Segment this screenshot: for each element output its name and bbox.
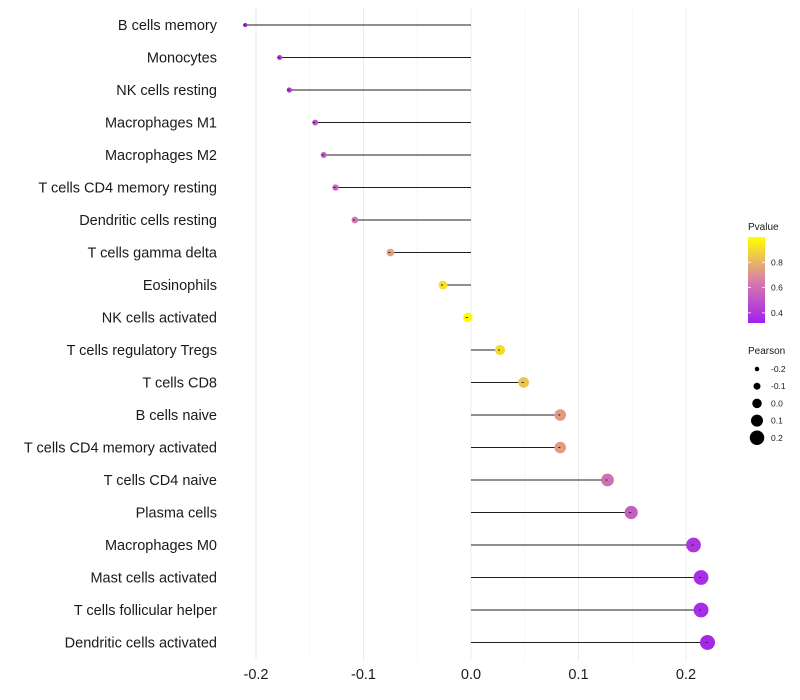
stems [245, 24, 708, 644]
legend-tick-label: -0.1 [771, 381, 786, 391]
y-tick-label: Plasma cells [136, 506, 217, 522]
legend-tick-label: 0.2 [771, 433, 783, 443]
legend-tick-label: 0.8 [771, 257, 783, 267]
y-tick-label: T cells regulatory Tregs [67, 343, 217, 359]
y-tick-label: Macrophages M2 [105, 148, 217, 164]
grid-lines [255, 8, 687, 660]
x-tick-label: 0.1 [568, 667, 588, 683]
legend-tick-label: 0.1 [771, 416, 783, 426]
x-tick-label: -0.1 [351, 667, 376, 683]
legend-tick-label: 0.4 [771, 308, 783, 318]
color-bar [748, 237, 765, 323]
y-tick-label: Macrophages M0 [105, 538, 217, 554]
x-tick-label: -0.2 [244, 667, 269, 683]
legend-title: Pearson [748, 346, 785, 357]
y-tick-label: T cells CD4 memory resting [38, 181, 217, 197]
x-tick-label: 0.2 [676, 667, 696, 683]
y-tick-label: T cells CD8 [142, 376, 217, 392]
pvalue-legend: Pvalue 0.4 0.6 0.8 [748, 222, 783, 323]
legend-tick-label: 0.0 [771, 398, 783, 408]
legend-title: Pvalue [748, 222, 779, 233]
y-tick-label: Eosinophils [143, 278, 217, 294]
y-tick-label: T cells gamma delta [88, 246, 218, 262]
x-axis-labels: -0.2 -0.1 0.0 0.1 0.2 [244, 667, 697, 683]
y-tick-label: Dendritic cells activated [65, 636, 217, 652]
size-key [751, 414, 763, 427]
y-tick-label: NK cells activated [102, 311, 217, 327]
legend-tick-label: 0.6 [771, 283, 783, 293]
y-tick-label: NK cells resting [116, 83, 217, 99]
size-key [752, 398, 762, 409]
legend-tick-label: -0.2 [771, 364, 786, 374]
size-key [753, 382, 761, 390]
y-tick-label: Macrophages M1 [105, 116, 217, 132]
y-tick-label: Mast cells activated [90, 571, 217, 587]
points [243, 22, 715, 650]
y-tick-label: Monocytes [147, 51, 217, 67]
pearson-legend: Pearson -0.2 -0.1 0.0 0.1 0.2 [748, 346, 786, 446]
y-tick-label: B cells memory [118, 18, 218, 34]
y-tick-label: T cells follicular helper [74, 603, 217, 619]
y-tick-label: T cells CD4 memory activated [24, 441, 217, 457]
x-tick-label: 0.0 [461, 667, 481, 683]
y-tick-label: T cells CD4 naive [104, 473, 217, 489]
size-key [749, 430, 765, 446]
y-tick-label: B cells naive [136, 408, 217, 424]
y-axis-labels: B cells memory Monocytes NK cells resting M… [24, 18, 218, 652]
y-tick-label: Dendritic cells resting [79, 213, 217, 229]
size-key [754, 366, 760, 372]
